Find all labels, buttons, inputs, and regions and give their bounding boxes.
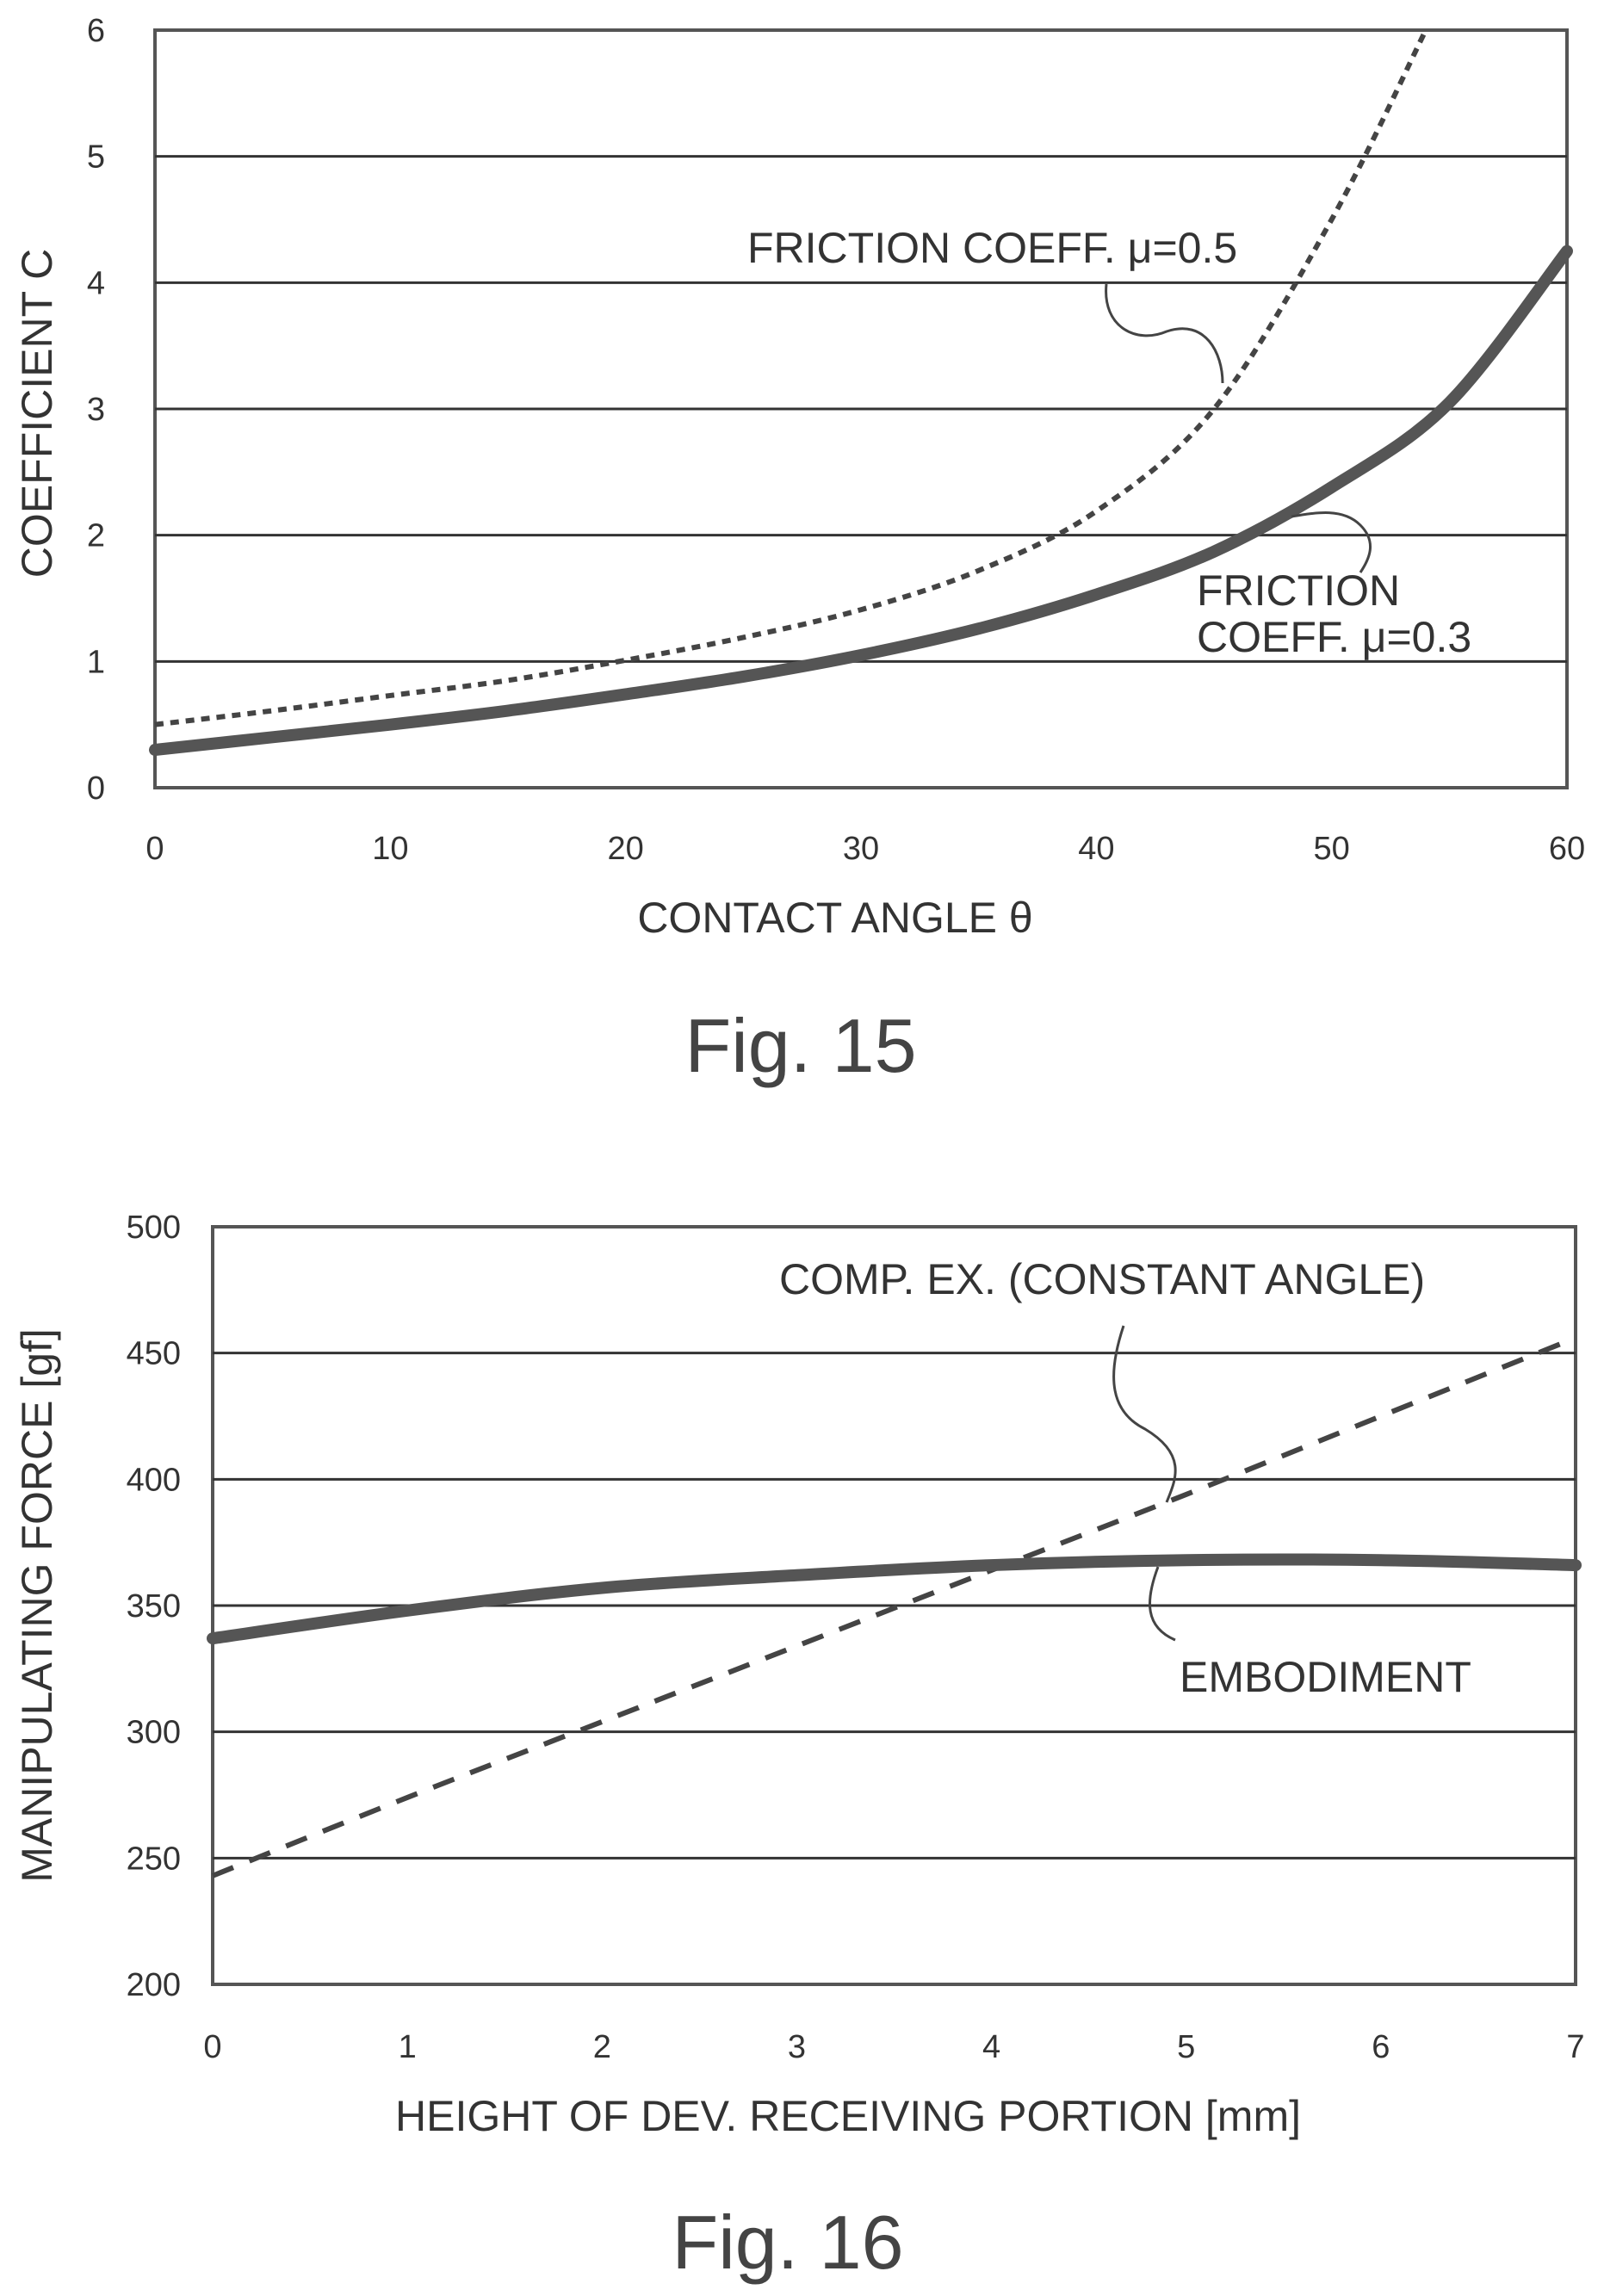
fig16-y-tick-label: 400 [127,1462,181,1498]
fig16-x-tick-label: 7 [1566,2029,1584,2065]
fig16-leader-embodiment [1149,1566,1176,1642]
fig16-leader-comp-ex [1112,1325,1177,1503]
fig15-gridlines [155,155,1567,663]
fig15-x-tick-label: 0 [146,831,164,867]
fig16-x-tick-label: 1 [399,2029,417,2065]
fig15-y-tick-label: 5 [87,139,105,176]
fig15-x-tick-label: 50 [1314,831,1350,867]
fig15-series [149,28,1573,756]
fig16-x-tick-label: 5 [1177,2029,1195,2065]
fig15-x-tick-label: 40 [1078,831,1114,867]
fig15-x-tick-label: 20 [608,831,644,867]
fig16-annotation-comp-ex: COMP. EX. (CONSTANT ANGLE) [779,1255,1425,1303]
fig15-x-ticks: 0 10 20 30 40 50 60 [146,831,1585,867]
fig15-x-tick-label: 10 [372,831,408,867]
fig15-series-dashed-line [154,28,1428,727]
fig16-x-tick-label: 6 [1372,2029,1390,2065]
fig16-x-tick-label: 3 [788,2029,806,2065]
fig16-y-tick-label: 300 [127,1715,181,1751]
fig16-y-tick-label: 250 [127,1841,181,1877]
fig15-y-tick-label: 6 [87,13,105,49]
fig16-x-tick-label: 4 [982,2029,1000,2065]
fig15-x-tick-label: 60 [1549,831,1585,867]
fig16-series [207,1335,1582,1878]
fig15-leader-mu05 [1105,283,1224,384]
fig15-y-ticks: 0 1 2 3 4 5 6 [87,13,105,807]
fig15-y-axis-label: COEFFICIENT C [13,249,61,578]
fig15-caption: Fig. 15 [684,1003,916,1088]
fig16-y-ticks: 200 250 300 350 400 450 500 [127,1210,181,2003]
fig15-annotation-mu05: FRICTION COEFF. μ=0.5 [747,224,1237,272]
fig15-annotation-mu03-line2: COEFF. μ=0.3 [1197,613,1471,661]
fig16-x-ticks: 0 1 2 3 4 5 6 7 [203,2029,1584,2065]
fig15-series-solid-line [149,244,1573,756]
fig15-x-axis-label: CONTACT ANGLE θ [637,894,1032,942]
fig15-y-tick-label: 0 [87,770,105,807]
fig16-caption: Fig. 16 [672,2200,903,2285]
fig16-series-dashed-line [211,1335,1577,1878]
fig16-chart: 200 250 300 350 400 450 500 0 1 2 3 4 5 6 7 HEIGHT OF… [13,1210,1585,2285]
fig16-y-tick-label: 350 [127,1588,181,1625]
fig15-y-tick-label: 4 [87,265,105,301]
fig15-y-tick-label: 2 [87,518,105,554]
fig16-annotation-embodiment: EMBODIMENT [1180,1653,1471,1701]
fig16-x-tick-label: 2 [593,2029,611,2065]
fig16-x-tick-label: 0 [203,2029,221,2065]
fig16-y-tick-label: 500 [127,1210,181,1246]
fig15-chart: 0 1 2 3 4 5 6 0 10 20 30 40 50 60 CONTACT ANGLE θ CO… [13,13,1585,1088]
fig16-x-axis-label: HEIGHT OF DEV. RECEIVING PORTION [mm] [395,2092,1301,2140]
fig15-leader-mu03 [1291,511,1372,573]
fig16-y-tick-label: 450 [127,1336,181,1372]
fig16-y-axis-label: MANIPULATING FORCE [gf] [13,1328,61,1883]
fig16-y-tick-label: 200 [127,1967,181,2003]
fig15-y-tick-label: 1 [87,644,105,680]
fig15-annotation-mu03-line1: FRICTION [1197,566,1400,615]
fig15-y-tick-label: 3 [87,392,105,428]
fig15-x-tick-label: 30 [843,831,879,867]
fig16-series-solid-line [207,1553,1582,1645]
